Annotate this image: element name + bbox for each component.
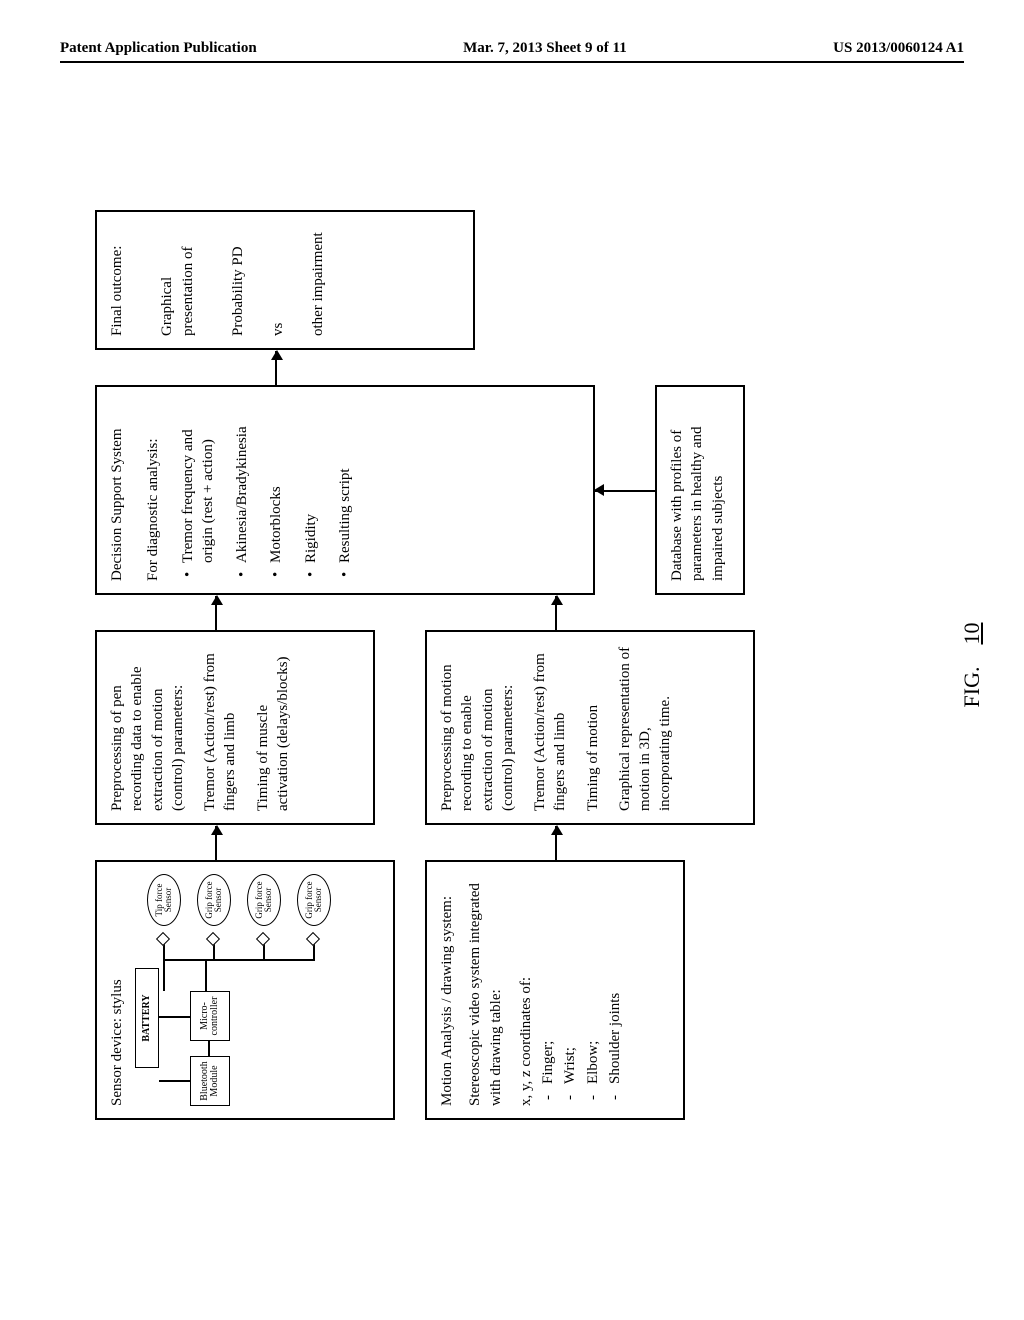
motion-item: Finger; bbox=[538, 874, 558, 1106]
tip-force-sensor: Tip force Sensor bbox=[147, 874, 181, 926]
outcome-line3: vs bbox=[268, 224, 288, 336]
box-preproc-pen: Preprocessing of pen recording data to e… bbox=[95, 630, 375, 825]
box-dss: Decision Support System For diagnostic a… bbox=[95, 385, 595, 595]
stylus-schematic: BATTERY Bluetooth Module Micro-controlle… bbox=[135, 874, 365, 1106]
preproc2-item: Tremor (Action/rest) from fingers and li… bbox=[530, 644, 571, 811]
grip-force-sensor: Grip force Sensor bbox=[297, 874, 331, 926]
arrow-icon bbox=[555, 826, 557, 860]
arrow-icon bbox=[595, 490, 655, 492]
dss-item: Tremor frequency and origin (rest + acti… bbox=[178, 399, 219, 581]
figure-label: FIG. bbox=[959, 667, 984, 708]
box-database: Database with profiles of parameters in … bbox=[655, 385, 745, 595]
figure-container: Sensor device: stylus BATTERY Bluetooth … bbox=[60, 245, 970, 1085]
preproc2-title: Preprocessing of motion recording to ena… bbox=[437, 644, 518, 811]
grip-force-sensor: Grip force Sensor bbox=[197, 874, 231, 926]
amp-icon bbox=[206, 932, 220, 946]
box-stylus: Sensor device: stylus BATTERY Bluetooth … bbox=[95, 860, 395, 1120]
amp-icon bbox=[256, 932, 270, 946]
motion-line2: x, y, z coordinates of: bbox=[516, 874, 536, 1106]
microcontroller-block: Micro-controller bbox=[190, 991, 230, 1041]
dss-subtitle: For diagnostic analysis: bbox=[143, 399, 163, 581]
motion-item: Elbow; bbox=[583, 874, 603, 1106]
motion-line1: Stereoscopic video system integrated wit… bbox=[465, 874, 506, 1106]
arrow-icon bbox=[215, 826, 217, 860]
header-center: Mar. 7, 2013 Sheet 9 of 11 bbox=[463, 40, 627, 57]
outcome-title: Final outcome: bbox=[107, 224, 127, 336]
arrow-icon bbox=[275, 351, 277, 385]
flow-diagram: Sensor device: stylus BATTERY Bluetooth … bbox=[95, 210, 935, 1120]
dss-title: Decision Support System bbox=[107, 399, 127, 581]
motion-item: Wrist; bbox=[560, 874, 580, 1106]
outcome-line4: other impairment bbox=[308, 224, 328, 336]
motion-item: Shoulder joints bbox=[605, 874, 625, 1106]
box-preproc-motion: Preprocessing of motion recording to ena… bbox=[425, 630, 755, 825]
box-outcome: Final outcome: Graphical presentation of… bbox=[95, 210, 475, 350]
header-left: Patent Application Publication bbox=[60, 40, 257, 57]
stylus-title: Sensor device: stylus bbox=[107, 874, 127, 1106]
database-text: Database with profiles of parameters in … bbox=[667, 399, 728, 581]
dss-item: Rigidity bbox=[301, 399, 321, 581]
battery-block: BATTERY bbox=[135, 968, 159, 1068]
figure-number: 10 bbox=[959, 623, 984, 645]
dss-item: Resulting script bbox=[335, 399, 355, 581]
bluetooth-block: Bluetooth Module bbox=[190, 1056, 230, 1106]
arrow-icon bbox=[555, 596, 557, 630]
dss-item: Motorblocks bbox=[266, 399, 286, 581]
preproc1-title: Preprocessing of pen recording data to e… bbox=[107, 644, 188, 811]
amp-icon bbox=[156, 932, 170, 946]
amp-icon bbox=[306, 932, 320, 946]
box-motion-analysis: Motion Analysis / drawing system: Stereo… bbox=[425, 860, 685, 1120]
page-header: Patent Application Publication Mar. 7, 2… bbox=[60, 40, 964, 63]
outcome-line2: Probability PD bbox=[228, 224, 248, 336]
preproc1-item: Tremor (Action/rest) from fingers and li… bbox=[200, 644, 241, 811]
figure-caption: FIG. 10 bbox=[959, 623, 985, 708]
outcome-line1: Graphical presentation of bbox=[157, 224, 198, 336]
grip-force-sensor: Grip force Sensor bbox=[247, 874, 281, 926]
arrow-icon bbox=[215, 596, 217, 630]
preproc2-item: Graphical representation of motion in 3D… bbox=[615, 644, 676, 811]
preproc1-item: Timing of muscle activation (delays/bloc… bbox=[253, 644, 294, 811]
preproc2-item: Timing of motion bbox=[583, 644, 603, 811]
motion-title: Motion Analysis / drawing system: bbox=[437, 874, 457, 1106]
dss-item: Akinesia/Bradykinesia bbox=[232, 399, 252, 581]
header-right: US 2013/0060124 A1 bbox=[833, 40, 964, 57]
